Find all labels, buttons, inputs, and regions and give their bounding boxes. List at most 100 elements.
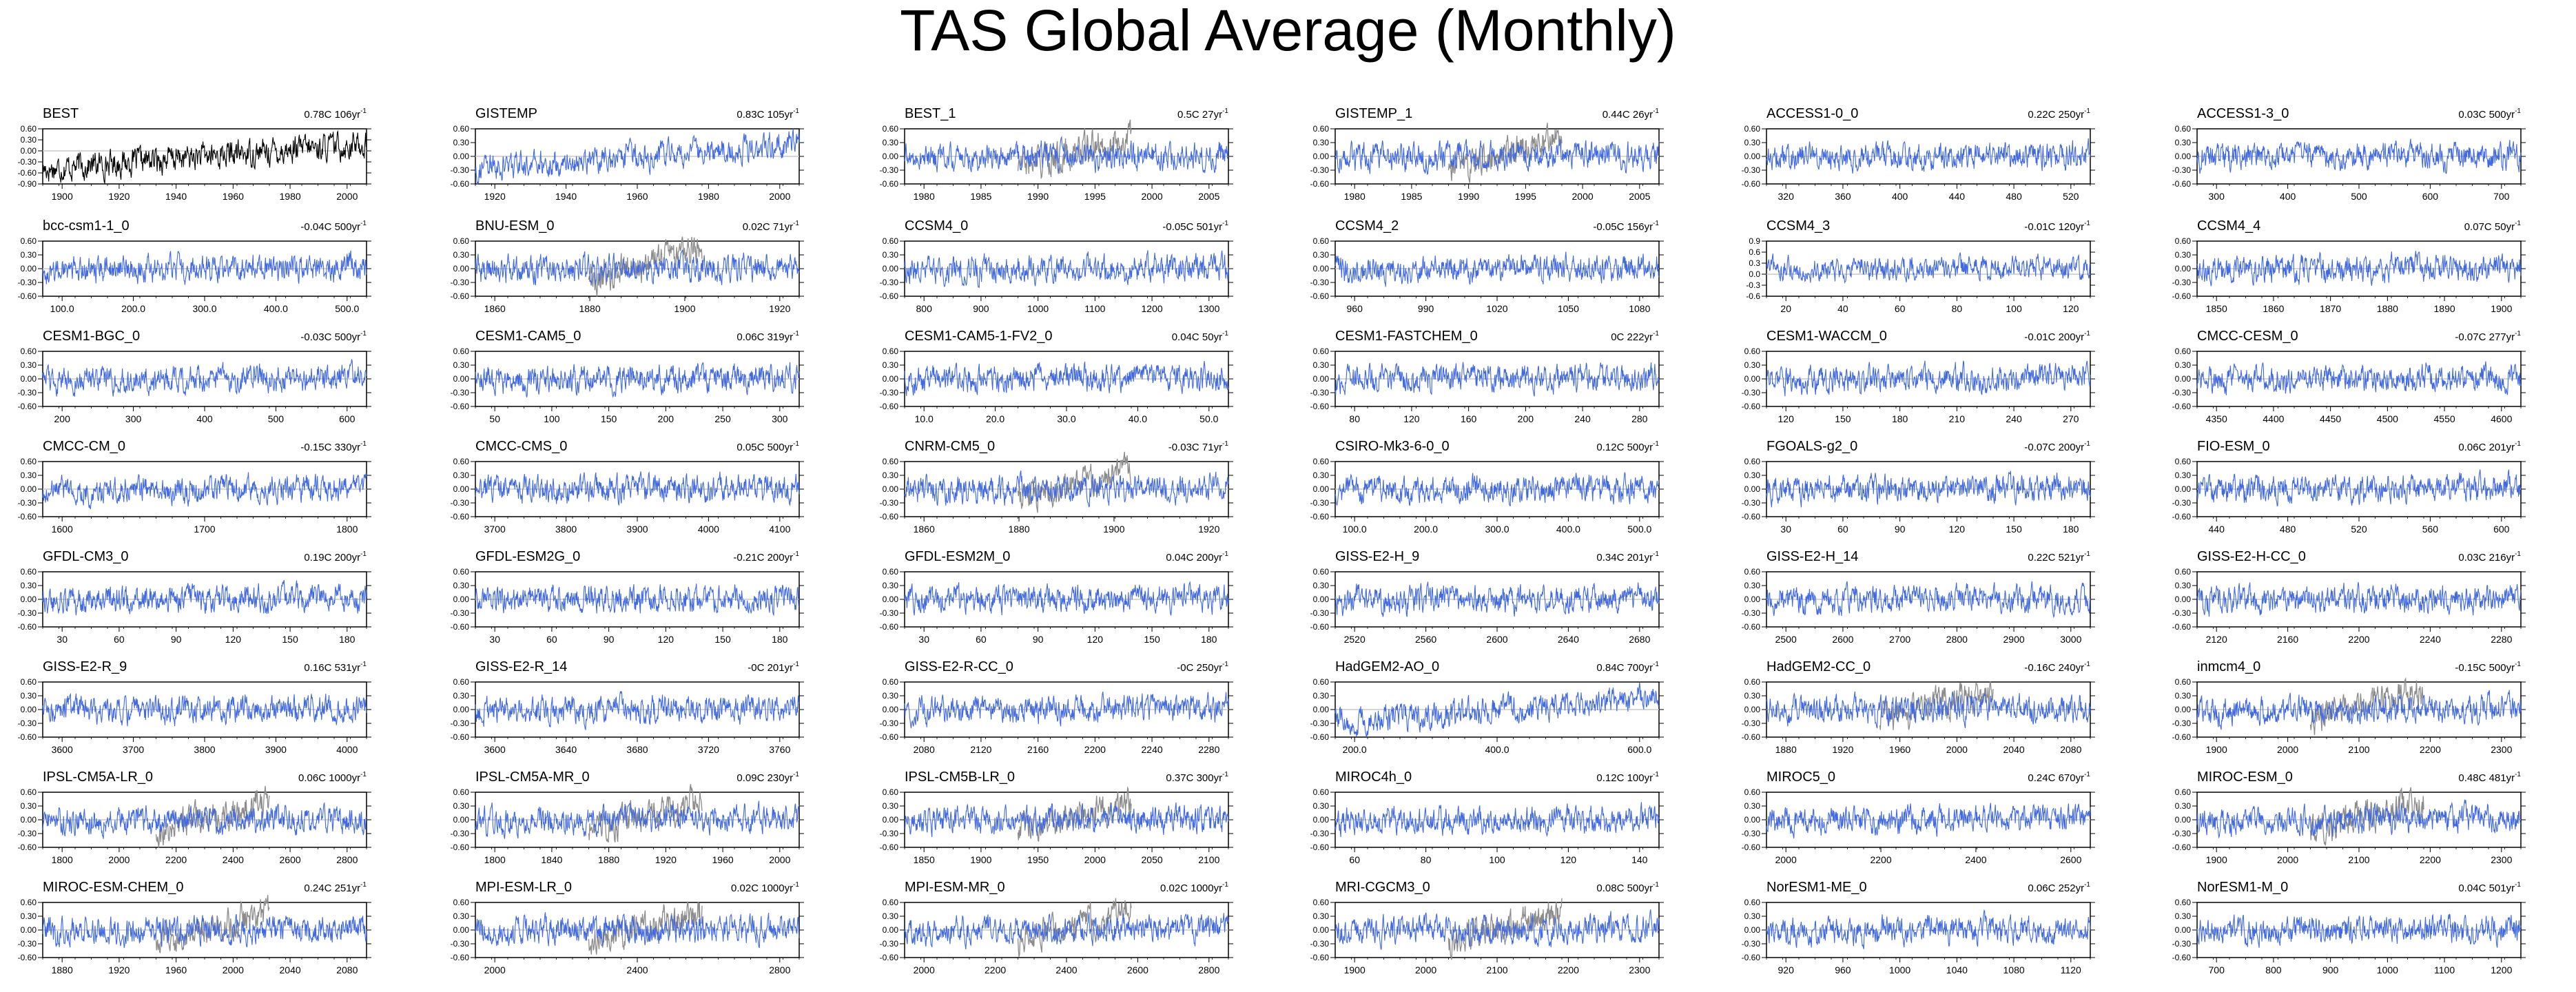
y-tick-label: -0.60 xyxy=(1742,843,1761,852)
y-tick-label: 0.30 xyxy=(883,138,899,147)
y-tick-label: 0.00 xyxy=(1313,484,1330,494)
panel-miroc4h-0: MIROC4h_0 0.12C 100yr-1 0.60 0.30 0.00 -0.30 -… xyxy=(1310,769,1664,865)
y-tick-label: 0.30 xyxy=(1313,360,1330,370)
x-tick-label: 1880 xyxy=(579,303,600,314)
x-tick-label: 500.0 xyxy=(335,303,359,314)
x-tick-label: 1880 xyxy=(1008,524,1029,535)
y-tick-label: -0.60 xyxy=(1742,512,1761,521)
panel-title: CMCC-CM_0 xyxy=(43,439,125,454)
panel-giss-e2-r-cc-0: GISS-E2-R-CC_0 -0C 250yr-1 0.60 0.30 0.00 -0.… xyxy=(880,659,1233,755)
y-tick-label: 0.60 xyxy=(453,898,470,907)
y-tick-label: 0.60 xyxy=(21,457,37,466)
x-tick-label: 80 xyxy=(1952,303,1963,314)
panel-title: CESM1-FASTCHEM_0 xyxy=(1335,329,1478,344)
panel-title: CCSM4_3 xyxy=(1766,218,1830,234)
panel-title: MIROC-ESM_0 xyxy=(2197,769,2293,785)
y-tick-label: -0.60 xyxy=(18,168,37,178)
series-line xyxy=(1766,581,2091,619)
x-tick-label: 2000 xyxy=(1775,854,1797,865)
x-tick-label: 3600 xyxy=(52,744,73,755)
panel-ipsl-cm5a-mr-0: IPSL-CM5A-MR_0 0.09C 230yr-1 0.60 0.30 0.00 -… xyxy=(451,769,804,865)
y-tick-label: -0.30 xyxy=(1310,829,1330,838)
y-tick-label: 0.60 xyxy=(1313,347,1330,356)
trend-label: 0.44C 26yr-1 xyxy=(1603,107,1660,121)
x-tick-label: 2200 xyxy=(1084,744,1106,755)
x-tick-label: 240 xyxy=(1574,413,1591,424)
y-tick-label: 0.30 xyxy=(21,801,37,811)
panel-gistemp-1: GISTEMP_1 0.44C 26yr-1 0.60 0.30 0.00 -0.30 -0… xyxy=(1310,106,1664,202)
x-tick-label: 2000 xyxy=(2277,854,2298,865)
x-tick-label: 1920 xyxy=(1198,524,1219,535)
y-tick-label: 0.60 xyxy=(21,677,37,687)
series-observed-overlay xyxy=(1447,898,1563,960)
y-tick-label: 0.30 xyxy=(453,138,470,147)
y-tick-label: -0.60 xyxy=(451,732,470,742)
series-observed-overlay xyxy=(155,895,270,954)
y-tick-label: -0.60 xyxy=(451,953,470,962)
series-line xyxy=(904,136,1229,174)
x-tick-label: 200.0 xyxy=(1414,524,1438,535)
trend-label: 0.12C 500yr-1 xyxy=(1596,440,1659,453)
y-tick-label: -0.30 xyxy=(18,498,37,508)
x-tick-label: 100 xyxy=(1489,854,1505,865)
y-tick-label: -0.30 xyxy=(18,157,37,167)
x-tick-label: 280 xyxy=(1631,413,1648,424)
panel-ccsm4-3: CCSM4_3 -0.01C 120yr-1 0.90.60.30.0-0.3-0.… xyxy=(1746,218,2095,314)
y-tick-label: -0.30 xyxy=(18,388,37,397)
x-tick-label: 4350 xyxy=(2206,413,2227,424)
x-tick-label: 2200 xyxy=(2420,744,2441,755)
y-tick-label: 0.00 xyxy=(21,146,37,156)
y-tick-label: -0.60 xyxy=(2172,732,2192,742)
x-tick-label: 30 xyxy=(1780,524,1791,535)
y-tick-label: 0.00 xyxy=(21,595,37,604)
x-tick-label: 400 xyxy=(1892,191,1908,202)
y-tick-label: -0.60 xyxy=(451,402,470,411)
x-tick-label: 2300 xyxy=(2491,854,2512,865)
x-tick-label: 1200 xyxy=(2491,964,2512,975)
panel-fio-esm-0: FIO-ESM_0 0.06C 201yr-1 0.60 0.30 0.00 -0.30 -… xyxy=(2172,439,2526,535)
y-tick-label: -0.60 xyxy=(18,953,37,962)
y-tick-label: -0.60 xyxy=(451,843,470,852)
panel-title: BEST xyxy=(43,106,79,121)
y-tick-label: -0.30 xyxy=(2172,278,2192,287)
series-line xyxy=(42,913,367,949)
panel-title: GISTEMP xyxy=(475,106,537,121)
trend-label: 0.24C 670yr-1 xyxy=(2028,771,2090,784)
y-tick-label: -0.60 xyxy=(880,179,899,189)
y-tick-label: 0.00 xyxy=(883,705,899,714)
x-tick-label: 1920 xyxy=(769,303,790,314)
y-tick-label: 0.60 xyxy=(1313,677,1330,687)
series-line xyxy=(904,250,1229,289)
series-line xyxy=(2196,138,2522,174)
y-tick-label: -0.30 xyxy=(880,388,899,397)
x-tick-label: 2400 xyxy=(1055,964,1077,975)
x-tick-label: 960 xyxy=(1835,964,1851,975)
y-tick-label: -0.60 xyxy=(880,843,899,852)
y-tick-label: 0.60 xyxy=(1313,787,1330,797)
y-tick-label: 0.00 xyxy=(21,484,37,494)
y-tick-label: -0.60 xyxy=(1310,179,1330,189)
x-tick-label: 2080 xyxy=(2060,744,2081,755)
x-tick-label: 2500 xyxy=(1775,634,1797,645)
y-tick-label: 0.00 xyxy=(453,705,470,714)
panel-csiro-mk3-6-0-0: CSIRO-Mk3-6-0_0 0.12C 500yr-1 0.60 0.30 0.00… xyxy=(1310,439,1664,535)
y-tick-label: -0.30 xyxy=(880,608,899,618)
x-tick-label: 2080 xyxy=(336,964,358,975)
x-tick-label: 1990 xyxy=(1458,191,1479,202)
x-tick-label: 1960 xyxy=(626,191,648,202)
series-line xyxy=(1766,691,2091,729)
x-tick-label: 2100 xyxy=(2348,744,2369,755)
y-tick-label: -0.30 xyxy=(1310,388,1330,397)
y-tick-label: -0.30 xyxy=(1742,829,1761,838)
y-tick-label: -0.90 xyxy=(18,179,37,189)
trend-label: 0.02C 71yr-1 xyxy=(743,220,800,233)
panel-title: GISTEMP_1 xyxy=(1335,106,1412,121)
y-tick-label: 0.00 xyxy=(453,484,470,494)
x-tick-label: 200.0 xyxy=(1343,744,1367,755)
x-tick-label: 240 xyxy=(2006,413,2022,424)
y-tick-label: -0.60 xyxy=(18,402,37,411)
y-tick-label: 0.60 xyxy=(2175,898,2192,907)
panel-ccsm4-2: CCSM4_2 -0.05C 156yr-1 0.60 0.30 0.00 -0.30 -0… xyxy=(1310,218,1664,314)
x-tick-label: 2100 xyxy=(1198,854,1219,865)
x-tick-label: 200.0 xyxy=(121,303,145,314)
